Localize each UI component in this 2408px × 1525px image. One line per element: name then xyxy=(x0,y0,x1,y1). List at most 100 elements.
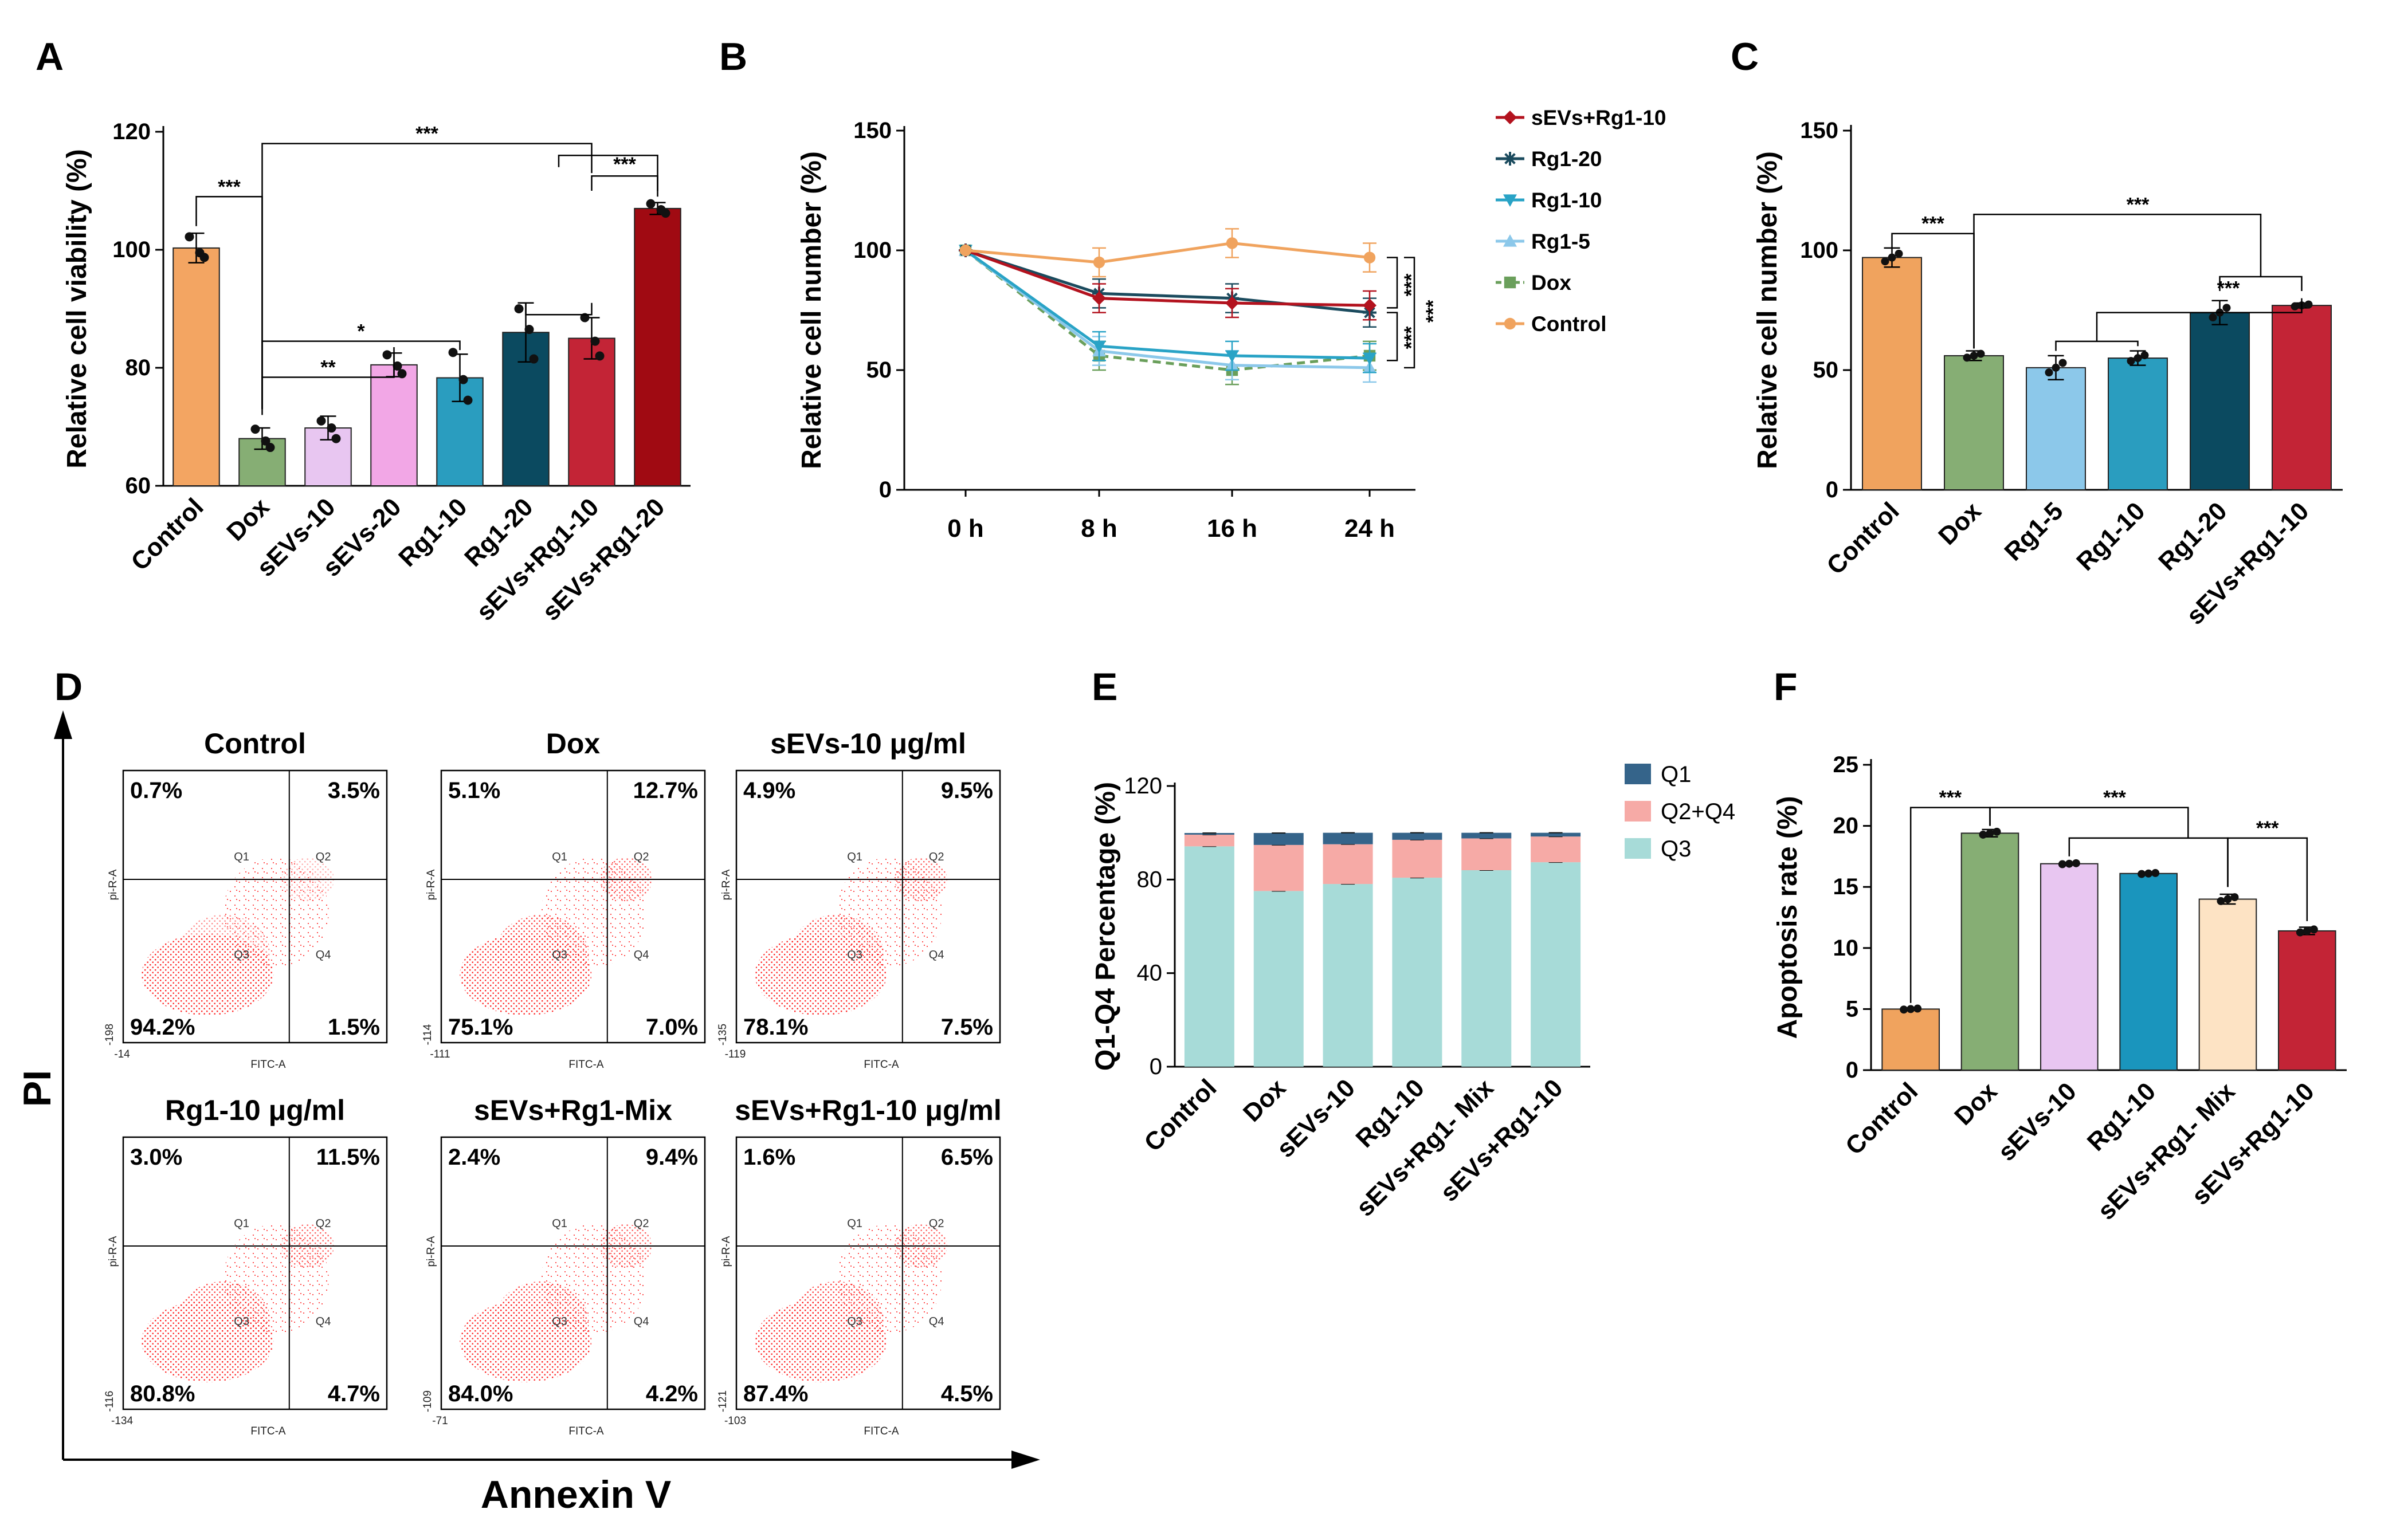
data-point xyxy=(331,434,341,443)
data-point xyxy=(1900,1005,1908,1014)
stacked-bar-segment xyxy=(1253,833,1304,845)
x-min-label: -14 xyxy=(114,1048,130,1060)
data-point xyxy=(2309,925,2318,934)
quadrant-percent: 7.0% xyxy=(646,1015,698,1040)
bar xyxy=(2040,863,2099,1071)
x-tick-label: Rg1-5 xyxy=(1999,497,2068,566)
data-point xyxy=(1225,296,1239,310)
axis-title-small: FITC-A xyxy=(250,1059,286,1071)
quadrant-name: Q2 xyxy=(316,851,331,863)
significance-label: *** xyxy=(2217,278,2240,300)
subplot-title: Control xyxy=(204,728,306,760)
bar xyxy=(2198,898,2257,1071)
x-tick-label: Control xyxy=(1840,1077,1923,1160)
panel-label: E xyxy=(1092,665,1117,709)
x-tick-label: Dox xyxy=(1933,497,1987,551)
data-point xyxy=(2045,368,2053,377)
bar xyxy=(2272,305,2332,490)
significance-bracket xyxy=(558,154,658,197)
panel-d: D PI Annexin V Control Q1 Q2 Q3 Q4 0.7% 3.5% 94.2%… xyxy=(15,665,1040,1516)
quadrant-name: Q3 xyxy=(552,1315,567,1328)
axis-title-small: FITC-A xyxy=(568,1425,604,1437)
quadrant-percent: 3.5% xyxy=(328,778,380,803)
quadrant-name: Q4 xyxy=(929,949,944,961)
panel-b: B 0 50 100 150 0 h 8 h 16 h 24 h Relative cell nu… xyxy=(719,35,1666,543)
data-point xyxy=(261,436,270,446)
y-tick-label: 10 xyxy=(1833,936,1859,961)
quadrant-percent: 4.2% xyxy=(646,1381,698,1406)
stacked-bar-segment xyxy=(1392,878,1442,1067)
data-point xyxy=(265,443,275,453)
subplot-title: sEVs+Rg1-10 μg/ml xyxy=(735,1094,1002,1126)
data-point xyxy=(2217,897,2225,905)
data-point xyxy=(448,348,458,357)
data-point xyxy=(1976,349,1985,358)
data-point xyxy=(524,325,534,335)
significance-label: * xyxy=(357,321,365,343)
quadrant-name: Q3 xyxy=(847,1315,862,1328)
stacked-bar-segment xyxy=(1323,832,1373,844)
y-tick-label: 25 xyxy=(1833,752,1859,777)
bar xyxy=(1960,832,2019,1071)
legend-label: Dox xyxy=(1531,271,1571,294)
data-point xyxy=(2151,868,2160,877)
legend-label: Q2+Q4 xyxy=(1661,799,1735,824)
y-axis-label: Relative cell number (%) xyxy=(797,151,827,469)
data-point xyxy=(590,336,600,346)
y-min-label: -121 xyxy=(717,1390,729,1412)
y-axis-label: PI xyxy=(15,1070,59,1107)
axis-title-small: FITC-A xyxy=(864,1425,899,1437)
stacked-bar-segment xyxy=(1184,834,1234,847)
bar xyxy=(2190,312,2250,490)
data-point xyxy=(2209,313,2217,322)
stacked-bar-segment xyxy=(1531,832,1581,837)
significance-bracket xyxy=(1387,312,1398,361)
bar xyxy=(172,247,220,486)
y-tick-label: 100 xyxy=(112,237,151,262)
significance-bracket xyxy=(2096,298,2303,341)
x-min-label: -134 xyxy=(111,1415,133,1427)
data-point xyxy=(1895,249,1903,258)
quadrant-percent: 5.1% xyxy=(448,778,500,803)
data-point xyxy=(1993,827,2001,836)
significance-bracket xyxy=(591,175,658,191)
x-tick-label: Control xyxy=(126,493,209,576)
data-point xyxy=(1093,256,1105,269)
x-tick-label: Dox xyxy=(1238,1074,1292,1127)
x-tick-label: Rg1-10 xyxy=(393,493,472,572)
y-axis-arrow xyxy=(54,710,72,739)
data-point xyxy=(463,395,473,405)
x-tick-label: 24 h xyxy=(1344,514,1395,543)
data-point xyxy=(1913,1004,1922,1013)
subplot-title: Rg1-10 μg/ml xyxy=(165,1094,345,1126)
significance-label: ** xyxy=(320,356,336,378)
data-point xyxy=(1986,829,1994,838)
data-point xyxy=(959,244,972,257)
y-axis-label: Relative cell number (%) xyxy=(1752,151,1783,469)
quadrant-name: Q3 xyxy=(552,949,567,961)
legend-swatch xyxy=(1625,838,1651,859)
data-point xyxy=(2230,893,2239,902)
data-point xyxy=(1970,351,1978,360)
stacked-bar-segment xyxy=(1461,870,1512,1067)
legend-marker xyxy=(1503,152,1517,166)
y-tick-label: 0 xyxy=(1846,1058,1858,1083)
y-tick-label: 100 xyxy=(1800,238,1838,263)
data-point xyxy=(199,253,209,262)
data-point xyxy=(2304,300,2313,309)
x-tick-label: Control xyxy=(1139,1074,1222,1157)
data-point xyxy=(646,199,656,209)
data-point xyxy=(458,375,468,384)
quadrant-name: Q2 xyxy=(316,1217,331,1230)
stacked-bar-segment xyxy=(1461,832,1512,839)
x-min-label: -119 xyxy=(725,1048,746,1060)
quadrant-name: Q3 xyxy=(234,949,249,961)
quadrant-percent: 6.5% xyxy=(941,1145,993,1170)
panel-label: C xyxy=(1731,35,1759,78)
bar xyxy=(2026,367,2086,490)
stacked-bar-segment xyxy=(1323,884,1373,1067)
axis-title-small: FITC-A xyxy=(864,1059,899,1071)
x-tick-label: Dox xyxy=(1949,1077,2003,1131)
data-point xyxy=(1092,340,1106,353)
